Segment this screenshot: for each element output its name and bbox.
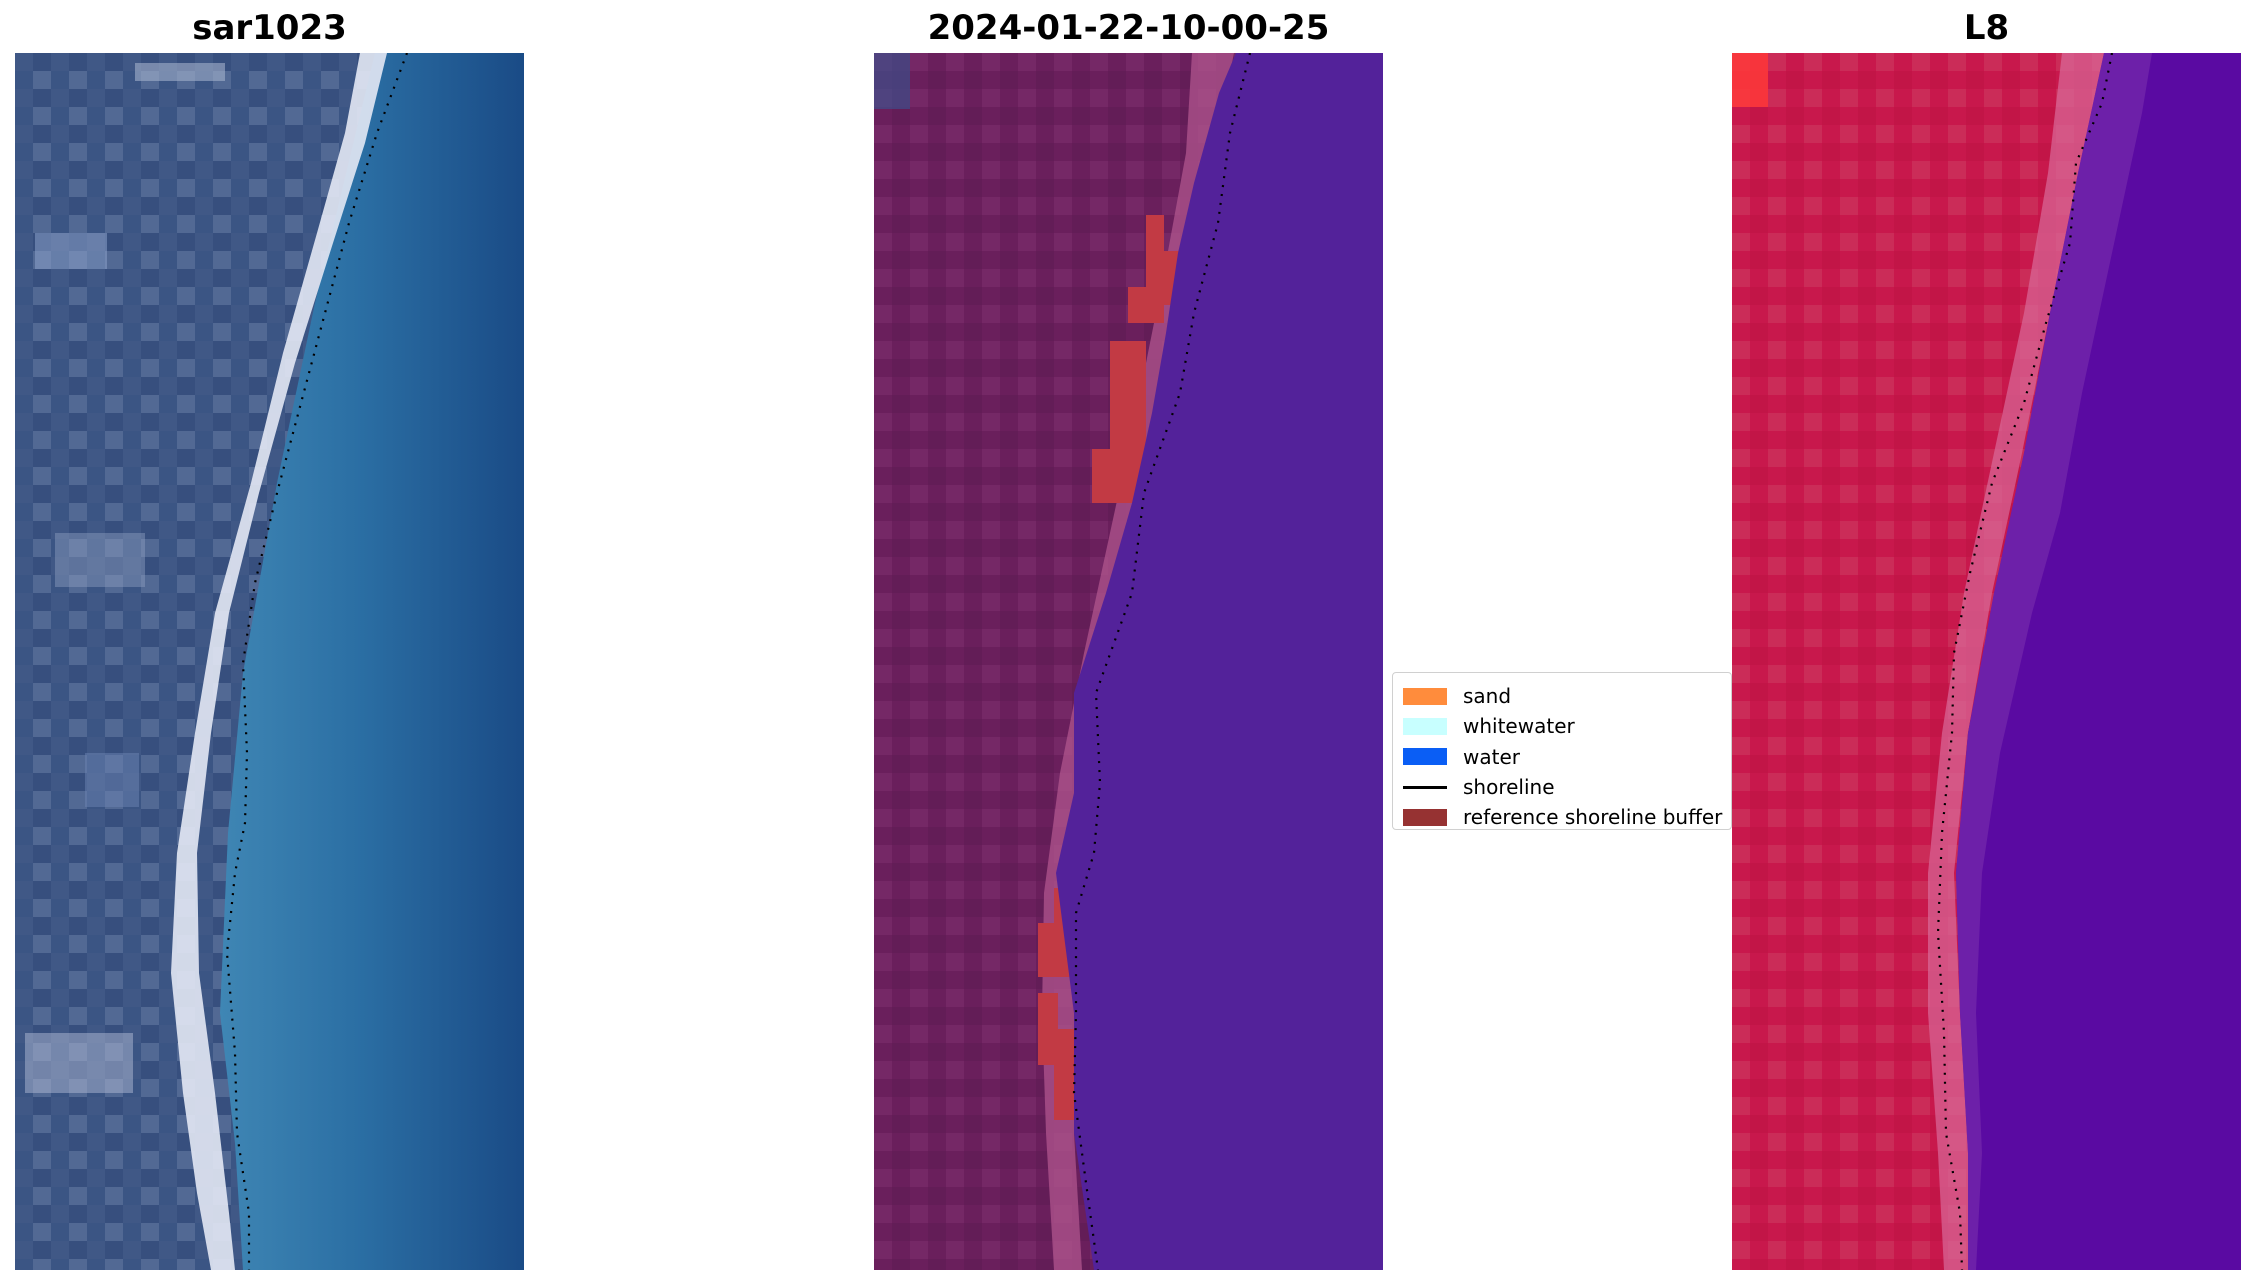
legend-item-whitewater: whitewater — [1403, 711, 1731, 741]
legend-label: reference shoreline buffer — [1463, 805, 1723, 830]
legend-label: sand — [1463, 684, 1512, 709]
panel-title-index: L8 — [1963, 8, 2010, 48]
satellite-image-rgb — [15, 53, 524, 1270]
l8-index-image — [1732, 53, 2241, 1270]
legend-item-reference-buffer: reference shoreline buffer — [1403, 802, 1731, 832]
sand-swatch — [1403, 687, 1447, 705]
legend-item-sand: sand — [1403, 681, 1731, 711]
panel-title-rgb: sar1023 — [192, 8, 347, 48]
reference-buffer-swatch — [1403, 808, 1447, 826]
panel-title-classified: 2024-01-22-10-00-25 — [927, 8, 1330, 48]
legend-label: whitewater — [1463, 714, 1575, 739]
water-swatch — [1403, 748, 1447, 766]
legend-item-shoreline: shoreline — [1403, 772, 1731, 802]
shoreline-line-swatch — [1403, 785, 1447, 789]
legend-label: water — [1463, 744, 1520, 769]
legend: sand whitewater water shoreline referenc… — [1392, 672, 1732, 830]
legend-label: shoreline — [1463, 775, 1555, 800]
whitewater-swatch — [1403, 717, 1447, 735]
classified-image — [874, 53, 1383, 1270]
legend-item-water: water — [1403, 742, 1731, 772]
